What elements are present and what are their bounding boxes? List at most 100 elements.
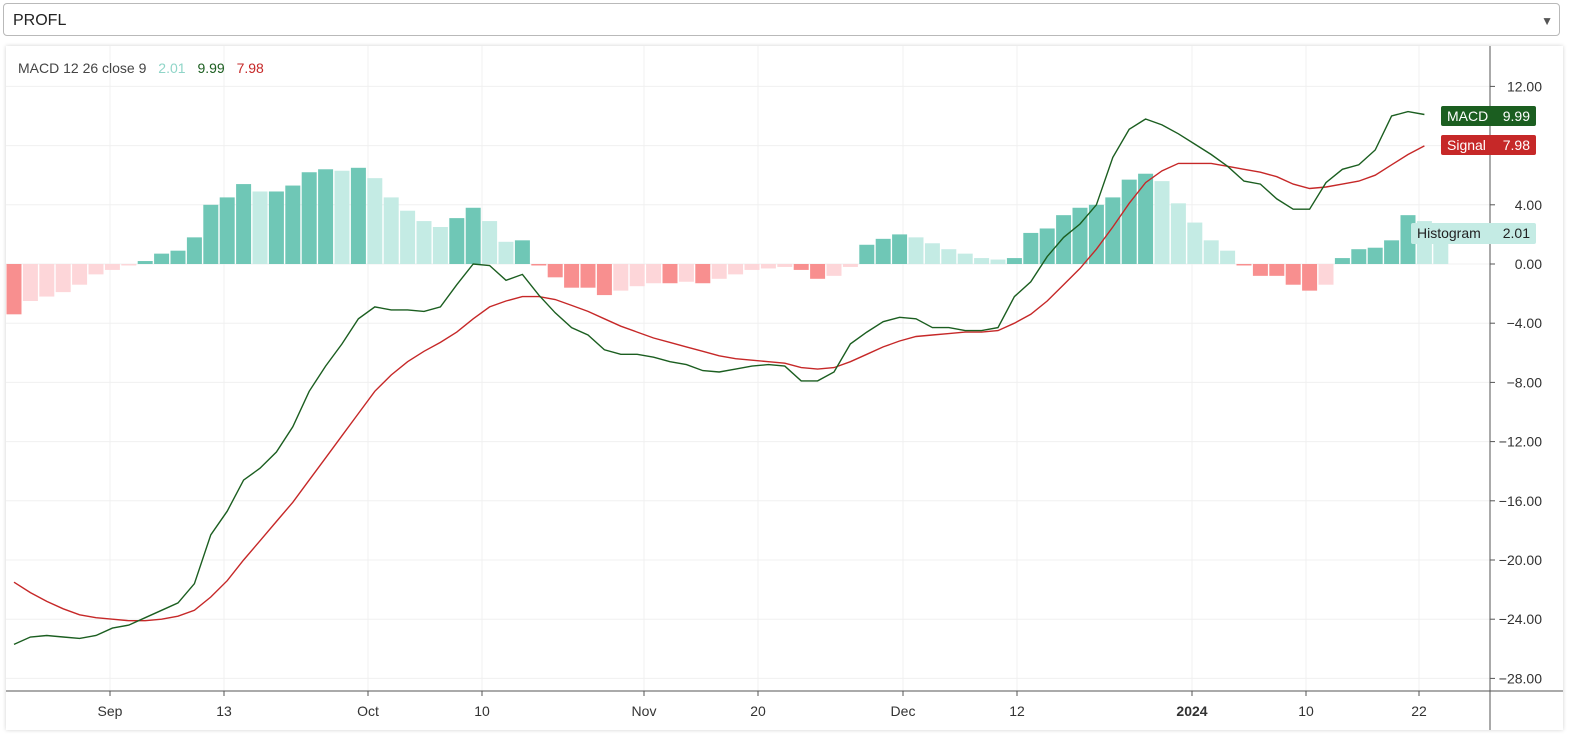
histogram-bar bbox=[941, 249, 957, 264]
legend-label: MACD 12 26 close 9 bbox=[18, 60, 147, 76]
y-tick-label: −28.00 bbox=[1499, 670, 1542, 686]
histogram-bar bbox=[613, 264, 629, 291]
histogram-bar bbox=[1105, 197, 1121, 264]
histogram-bar bbox=[465, 207, 481, 264]
histogram-bar bbox=[646, 264, 662, 284]
histogram-bar bbox=[990, 259, 1006, 264]
signal-line bbox=[13, 145, 1425, 622]
histogram-bar bbox=[285, 185, 301, 264]
histogram-bar bbox=[875, 238, 891, 264]
signal-badge-name: Signal bbox=[1447, 137, 1486, 153]
histogram-bar bbox=[908, 237, 924, 264]
grid-lines bbox=[6, 46, 1490, 691]
histogram-bar bbox=[55, 264, 71, 293]
histogram-bar bbox=[1154, 181, 1170, 264]
x-tick-label: Nov bbox=[632, 703, 657, 719]
histogram-bar bbox=[1170, 203, 1186, 264]
histogram-bar bbox=[728, 264, 744, 275]
histogram-bar bbox=[1334, 258, 1350, 264]
histogram-bar bbox=[1056, 215, 1072, 264]
histogram-bar bbox=[678, 264, 694, 282]
histogram-bar bbox=[1121, 179, 1137, 264]
y-tick-label: −4.00 bbox=[1507, 315, 1543, 331]
symbol-select[interactable]: PROFL ▼ bbox=[3, 3, 1560, 36]
histogram-bar bbox=[236, 184, 252, 264]
histogram-bar bbox=[1138, 173, 1154, 264]
histogram-badge-name: Histogram bbox=[1417, 225, 1481, 241]
signal-badge: Signal 7.98 bbox=[1441, 135, 1536, 155]
x-tick-label: 10 bbox=[1298, 703, 1314, 719]
histogram-bar bbox=[842, 264, 858, 267]
histogram-bar bbox=[859, 244, 875, 264]
histogram-bar bbox=[39, 264, 55, 297]
histogram-bar bbox=[695, 264, 711, 284]
histogram-bar bbox=[547, 264, 563, 278]
histogram-bar bbox=[350, 167, 366, 264]
histogram-bar bbox=[154, 253, 170, 264]
histogram-bar bbox=[1318, 264, 1334, 285]
x-tick-label: 22 bbox=[1411, 703, 1427, 719]
histogram-bar bbox=[531, 264, 547, 266]
histogram-bar bbox=[777, 264, 793, 267]
histogram-bar bbox=[1187, 222, 1203, 264]
histogram-bar bbox=[121, 264, 137, 266]
histogram-bar bbox=[1285, 264, 1301, 285]
signal-badge-value: 7.98 bbox=[1503, 137, 1530, 153]
chevron-down-icon[interactable]: ▼ bbox=[1541, 14, 1553, 28]
histogram-bar bbox=[318, 169, 334, 264]
histogram-badge: Histogram 2.01 bbox=[1411, 223, 1536, 244]
histogram-bar bbox=[974, 258, 990, 264]
histogram-bar bbox=[580, 264, 596, 288]
histogram-bar bbox=[1384, 240, 1400, 264]
histogram-bar bbox=[826, 264, 842, 276]
histogram-bar bbox=[219, 197, 235, 264]
histogram-bar bbox=[104, 264, 120, 270]
histogram-bar bbox=[629, 264, 645, 287]
histogram-bar bbox=[334, 170, 350, 264]
histogram-bar bbox=[1269, 264, 1285, 276]
histogram-bar bbox=[137, 261, 153, 264]
histogram-bar bbox=[1039, 228, 1055, 264]
macd-badge: MACD 9.99 bbox=[1441, 106, 1536, 126]
y-tick-label: 4.00 bbox=[1515, 197, 1542, 213]
y-tick-label: 0.00 bbox=[1515, 256, 1542, 272]
x-tick-label: 13 bbox=[216, 703, 232, 719]
histogram-bar bbox=[662, 264, 678, 284]
histogram-bar bbox=[892, 234, 908, 264]
histogram-bar bbox=[793, 264, 809, 270]
histogram-bar bbox=[252, 191, 268, 264]
histogram-bar bbox=[301, 172, 317, 264]
x-tick-label: 10 bbox=[474, 703, 490, 719]
histogram-bar bbox=[564, 264, 580, 288]
y-tick-label: 12.00 bbox=[1507, 78, 1542, 94]
histogram-badge-value: 2.01 bbox=[1503, 225, 1530, 241]
histogram-bar bbox=[22, 264, 38, 301]
y-tick-label: −8.00 bbox=[1507, 374, 1543, 390]
histogram-bar bbox=[1367, 247, 1383, 264]
histogram-bar bbox=[449, 218, 465, 264]
price-axis[interactable]: 12.00 4.00 0.00 −4.00 −8.00 −12.00 −16.00 −20.0… bbox=[1490, 78, 1542, 686]
histogram-bar bbox=[711, 264, 727, 279]
histogram-bar bbox=[1351, 249, 1367, 264]
histogram-bar bbox=[6, 264, 22, 315]
histogram-bar bbox=[416, 221, 432, 264]
histogram-bar bbox=[482, 221, 498, 264]
y-tick-label: −16.00 bbox=[1499, 493, 1542, 509]
histogram-bar bbox=[1006, 258, 1022, 264]
macd-badge-name: MACD bbox=[1447, 108, 1488, 124]
histogram-bar bbox=[1088, 204, 1104, 264]
histogram-bar bbox=[72, 264, 88, 285]
macd-line bbox=[13, 110, 1425, 646]
y-tick-label: −24.00 bbox=[1499, 611, 1542, 627]
macd-chart[interactable]: 12.00 4.00 0.00 −4.00 −8.00 −12.00 −16.00 −20.0… bbox=[6, 46, 1563, 730]
chart-container[interactable]: 12.00 4.00 0.00 −4.00 −8.00 −12.00 −16.00 −20.0… bbox=[6, 46, 1563, 730]
histogram-bar bbox=[203, 204, 219, 264]
histogram-bar bbox=[957, 253, 973, 264]
histogram-bars bbox=[6, 167, 1449, 315]
x-tick-label: 12 bbox=[1009, 703, 1025, 719]
legend-histogram-value: 2.01 bbox=[158, 60, 185, 76]
histogram-bar bbox=[367, 178, 383, 264]
time-axis[interactable]: Sep 13 Oct 10 Nov 20 Dec 12 2024 10 22 bbox=[98, 691, 1427, 719]
x-tick-label: 20 bbox=[750, 703, 766, 719]
histogram-bar bbox=[88, 264, 104, 275]
